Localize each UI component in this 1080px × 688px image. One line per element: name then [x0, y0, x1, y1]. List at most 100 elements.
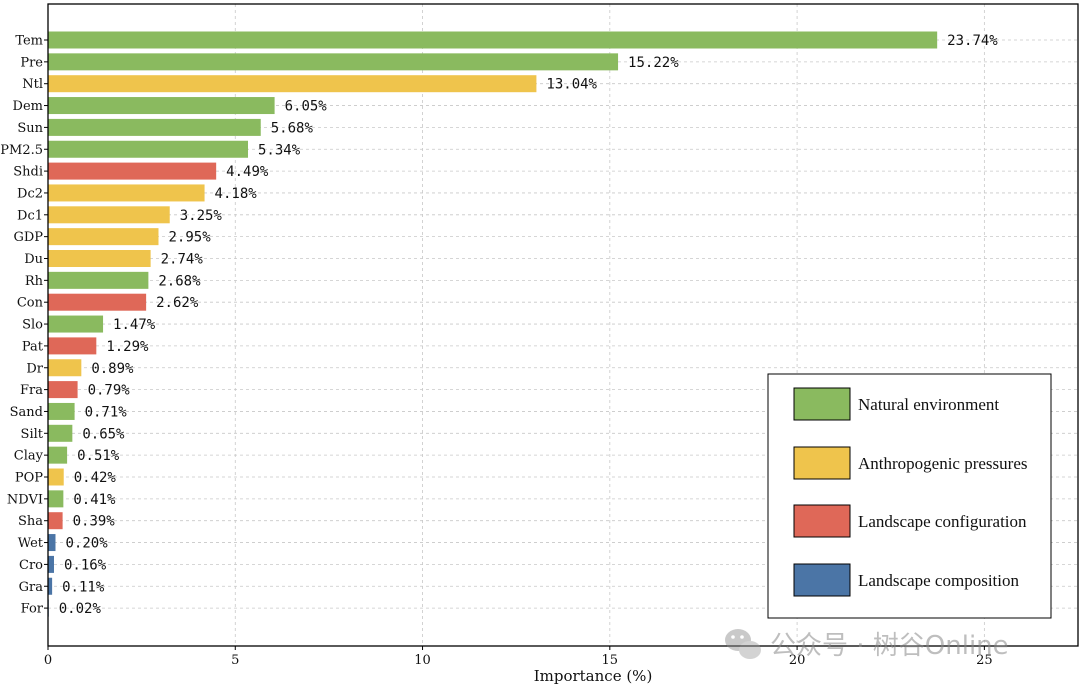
y-tick-label: Dc2 [17, 186, 43, 201]
x-tick-label: 5 [231, 653, 239, 668]
bar-pop [48, 468, 64, 486]
legend-swatch [793, 446, 851, 480]
data-label: 15.22% [628, 55, 679, 71]
watermark-text: 公众号 · 树谷Online [770, 631, 1009, 661]
data-label: 6.05% [285, 99, 328, 115]
watermark: 公众号 · 树谷Online [725, 629, 1009, 661]
data-label: 2.74% [161, 252, 204, 268]
data-label: 0.20% [65, 536, 108, 552]
legend-label: Landscape configuration [858, 512, 1027, 531]
bar-pat [48, 337, 97, 355]
data-label: 4.18% [215, 186, 258, 202]
bar-dem [48, 97, 275, 115]
bar-dc2 [48, 184, 205, 202]
data-label: 2.95% [168, 230, 211, 246]
y-tick-label: Shdi [13, 165, 43, 180]
x-tick-label: 0 [44, 653, 52, 668]
y-tick-label: PM2.5 [0, 143, 43, 158]
y-tick-label: Pat [22, 339, 44, 354]
y-tick-label: Pre [20, 55, 43, 70]
data-label: 5.34% [258, 142, 301, 158]
bar-dc1 [48, 206, 170, 224]
bar-sand [48, 402, 75, 420]
data-label: 1.47% [113, 317, 156, 333]
bar-sun [48, 118, 261, 136]
y-tick-label: Tem [15, 34, 43, 49]
bar-gra [48, 577, 53, 595]
bar-slo [48, 315, 104, 333]
x-tick-label: 10 [414, 653, 431, 668]
legend-swatch [793, 504, 851, 538]
legend: Natural environment Anthropogenic pressur… [767, 373, 1052, 619]
bar-rh [48, 271, 149, 289]
bar-dr [48, 359, 82, 377]
y-tick-label: POP [15, 471, 43, 486]
y-tick-label: Con [17, 296, 44, 311]
y-tick-label: Dr [26, 361, 43, 376]
data-label: 2.62% [156, 295, 199, 311]
bar-du [48, 250, 151, 267]
bar-gdp [48, 228, 159, 246]
y-tick-label: Du [24, 252, 43, 267]
data-label: 0.11% [62, 579, 105, 595]
bar-tem [48, 31, 938, 49]
data-label: 13.04% [546, 77, 597, 93]
y-tick-label: Dc1 [17, 208, 43, 223]
x-tick-label: 15 [602, 653, 619, 668]
data-label: 0.79% [88, 383, 131, 399]
x-tick-label: 20 [789, 653, 806, 668]
bar-silt [48, 424, 73, 442]
data-label: 0.65% [82, 426, 125, 442]
wechat-icon [725, 629, 761, 659]
bar-con [48, 293, 147, 311]
y-tick-label: Clay [14, 449, 44, 464]
x-tick-labels: 0 5 10 15 20 25 [44, 646, 993, 668]
y-tick-label: GDP [13, 230, 43, 245]
legend-label: Landscape composition [858, 571, 1019, 590]
y-tick-label: Dem [13, 99, 43, 114]
data-label: 4.49% [226, 164, 269, 180]
bar-pm25 [48, 140, 249, 158]
x-tick-label: 25 [976, 653, 993, 668]
legend-swatch [793, 563, 851, 597]
data-label: 0.71% [85, 404, 128, 420]
y-tick-label: Rh [25, 274, 44, 289]
data-label: 0.42% [74, 470, 117, 486]
data-label: 0.16% [64, 557, 107, 573]
x-axis-title: Importance (%) [534, 667, 653, 685]
y-tick-label: Ntl [22, 77, 43, 92]
y-tick-label: Wet [18, 536, 44, 551]
bar-clay [48, 446, 68, 464]
y-tick-label: Sun [17, 121, 43, 136]
y-tick-label: Sha [18, 514, 43, 529]
y-tick-label: NDVI [7, 492, 43, 507]
bar-fra [48, 381, 78, 399]
value-labels: 23.74% 15.22% 13.04% 6.05% 5.68% 5.34% 4.49% 4.… [59, 33, 999, 617]
bar-wet [48, 534, 56, 552]
y-tick-label: Silt [21, 427, 44, 442]
bar-cro [48, 555, 54, 573]
data-label: 0.02% [59, 601, 102, 617]
data-label: 0.39% [73, 514, 116, 530]
data-label: 23.74% [947, 33, 998, 49]
y-tick-labels: Tem Pre Ntl Dem Sun PM2.5 Shdi Dc2 Dc1 GDP Du Rh Con… [0, 34, 48, 617]
y-tick-label: Cro [19, 558, 43, 573]
data-label: 1.29% [106, 339, 149, 355]
data-label: 0.41% [73, 492, 116, 508]
bars [48, 31, 938, 617]
y-tick-label: Sand [10, 405, 43, 420]
data-label: 0.51% [77, 448, 120, 464]
plot-frame [47, 3, 1079, 647]
bar-sha [48, 512, 63, 530]
data-label: 5.68% [271, 120, 314, 136]
bar-pre [48, 53, 619, 71]
data-label: 3.25% [180, 208, 223, 224]
y-tick-label: For [21, 602, 44, 617]
data-label: 0.89% [91, 361, 134, 377]
bar-shdi [48, 162, 217, 180]
legend-label: Natural environment [858, 395, 999, 414]
legend-label: Anthropogenic pressures [858, 454, 1028, 473]
y-tick-label: Gra [19, 580, 44, 595]
